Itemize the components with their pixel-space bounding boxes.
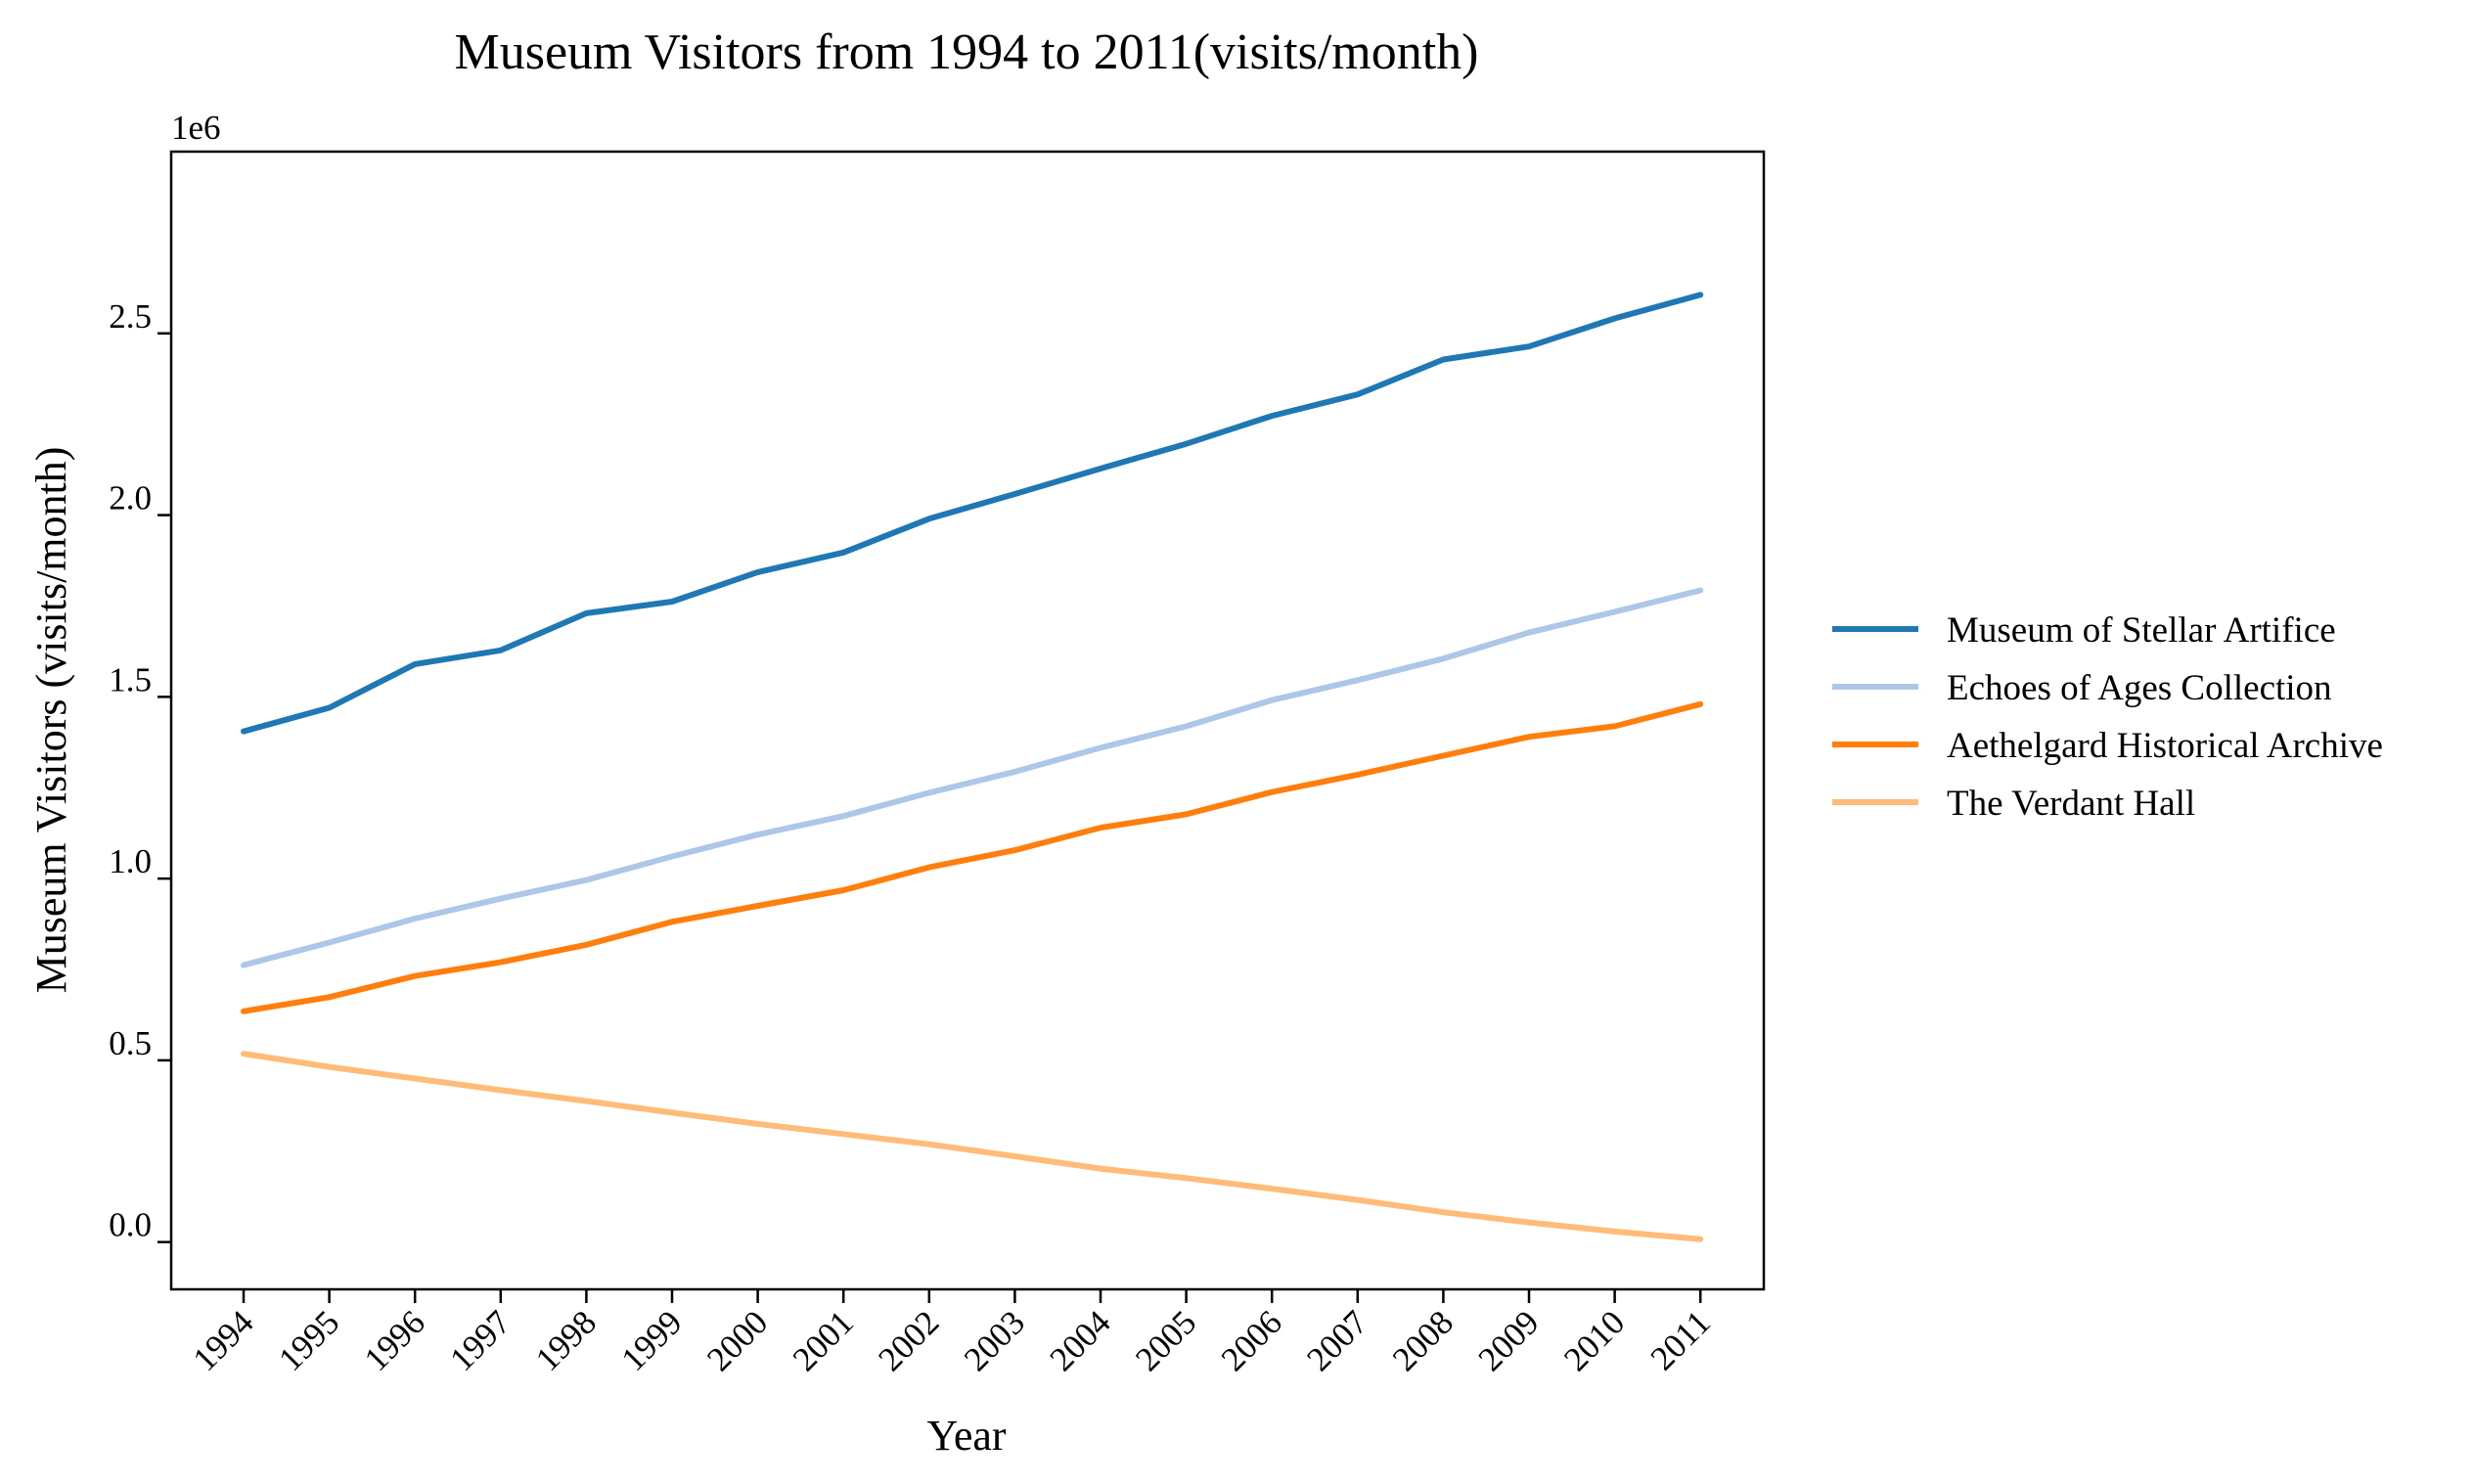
x-tick-label: 1999	[614, 1303, 690, 1378]
legend: Museum of Stellar Artifice Echoes of Ages…	[1832, 610, 2383, 824]
y-tick-label: 2.5	[109, 297, 152, 336]
x-tick-label: 2001	[786, 1303, 861, 1378]
chart-title: Museum Visitors from 1994 to 2011(visits…	[454, 24, 1478, 80]
series-line-aethelgard-historical-archive	[241, 700, 1704, 1014]
y-axis: 0.0 0.5 1.0 1.5 2.0 2.5	[109, 297, 171, 1244]
x-tick-label: 2003	[957, 1303, 1032, 1378]
x-tick-label: 2009	[1471, 1303, 1547, 1378]
y-tick-label: 0.5	[109, 1024, 152, 1062]
x-tick-label: 2011	[1643, 1303, 1718, 1377]
x-tick-label: 2004	[1043, 1303, 1118, 1378]
x-tick-label: 2002	[871, 1303, 946, 1378]
series-layer	[241, 292, 1704, 1242]
series-line-echoes-of-ages-collection	[241, 587, 1704, 968]
x-tick-label: 1997	[442, 1303, 517, 1378]
x-tick-label: 2010	[1556, 1303, 1632, 1378]
y-tick-label: 0.0	[109, 1206, 152, 1244]
x-tick-label: 2008	[1385, 1303, 1461, 1378]
plot-area-frame	[169, 150, 1766, 1291]
x-tick-label: 1995	[271, 1303, 346, 1378]
x-tick-label: 2000	[699, 1303, 775, 1378]
x-tick-label: 1998	[528, 1303, 604, 1378]
legend-label-aethelgard-historical-archive: Aethelgard Historical Archive	[1947, 726, 2383, 766]
legend-label-the-verdant-hall: The Verdant Hall	[1947, 784, 2195, 824]
x-axis: 1994 1995 1996 1997 1998 1999 2000 2001 2002 2003…	[186, 1289, 1718, 1378]
y-tick-label: 2.0	[109, 479, 152, 517]
y-axis-label: Museum Visitors (visits/month)	[27, 447, 75, 994]
legend-label-museum-of-stellar-artifice: Museum of Stellar Artifice	[1947, 610, 2336, 651]
y-tick-label: 1.5	[109, 660, 152, 698]
x-tick-label: 2007	[1299, 1303, 1374, 1378]
x-tick-label: 1994	[186, 1303, 261, 1378]
y-axis-offset-label: 1e6	[171, 109, 221, 147]
series-line-the-verdant-hall	[241, 1051, 1704, 1242]
y-tick-label: 1.0	[109, 842, 152, 880]
x-axis-label: Year	[926, 1412, 1006, 1460]
x-tick-label: 1996	[357, 1303, 432, 1378]
series-line-museum-of-stellar-artifice	[241, 292, 1704, 735]
x-tick-label: 2005	[1128, 1303, 1203, 1378]
legend-label-echoes-of-ages-collection: Echoes of Ages Collection	[1947, 668, 2332, 708]
x-tick-label: 2006	[1214, 1303, 1289, 1378]
